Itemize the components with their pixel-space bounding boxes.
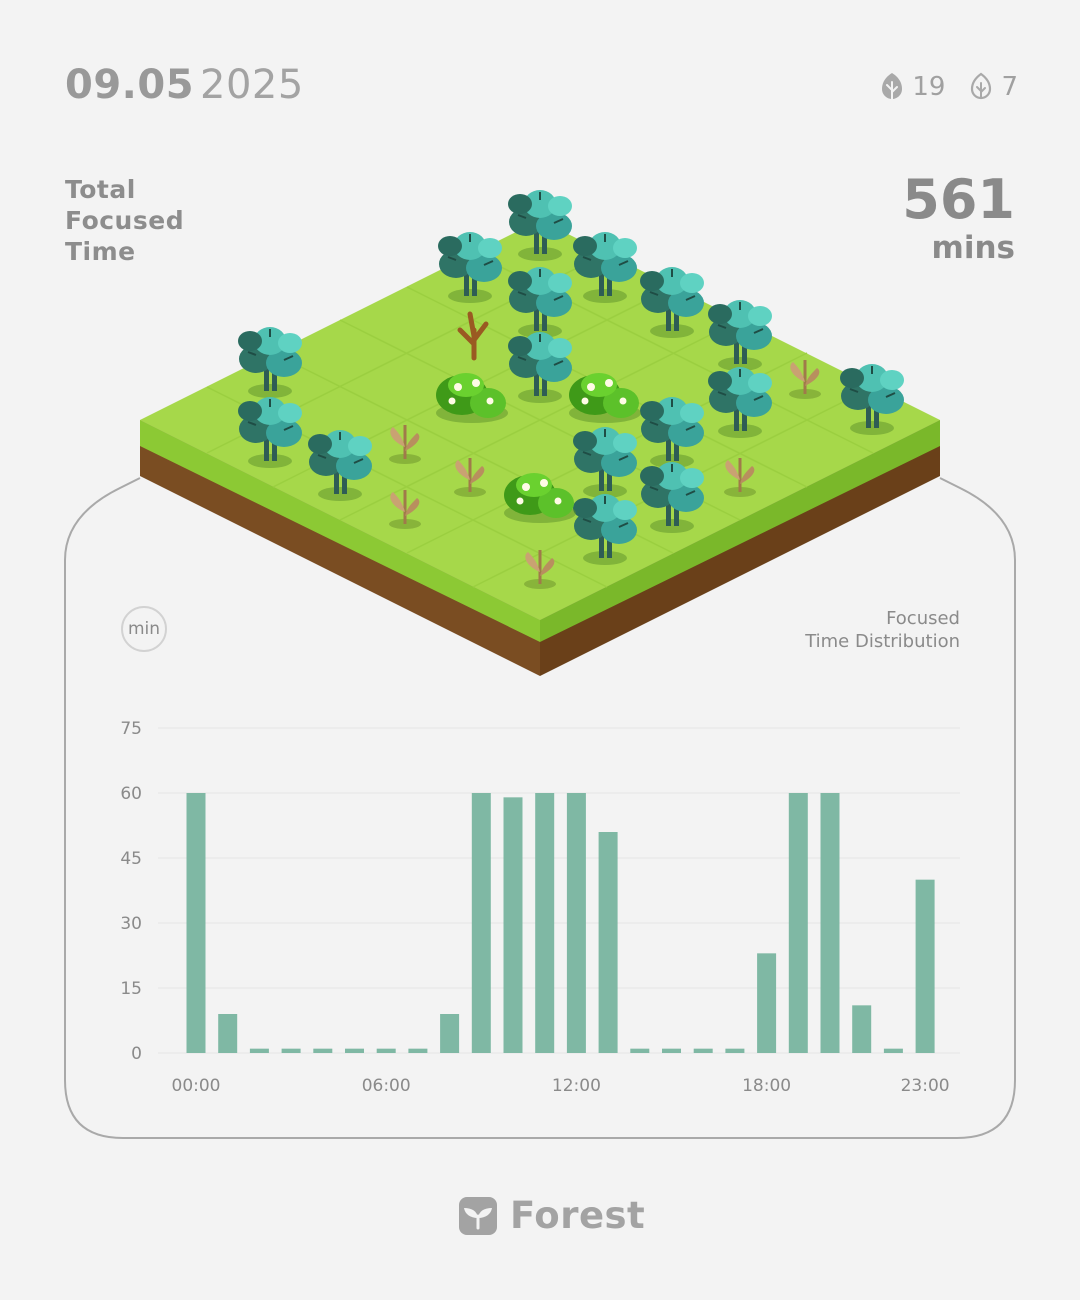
bar — [725, 1048, 745, 1053]
y-tick-label: 15 — [120, 979, 142, 999]
x-tick-label: 18:00 — [742, 1076, 791, 1096]
bar — [883, 1048, 903, 1053]
date-year: 2025 — [200, 62, 304, 108]
bar — [788, 793, 808, 1053]
tree-counts: 19 7 — [880, 72, 1018, 102]
y-tick-label: 0 — [131, 1044, 142, 1064]
dead-tree — [457, 311, 489, 361]
unit-badge: min — [121, 606, 167, 652]
bar — [630, 1048, 650, 1053]
x-tick-label: 00:00 — [172, 1076, 221, 1096]
bar — [218, 1014, 238, 1053]
bar — [186, 793, 206, 1053]
bar — [249, 1048, 269, 1053]
minutes-unit: mins — [931, 230, 1015, 266]
total-focused-time-label: Total Focused Time — [65, 175, 185, 266]
y-tick-label: 75 — [120, 719, 142, 739]
x-tick-label: 06:00 — [362, 1076, 411, 1096]
y-tick-label: 30 — [120, 914, 142, 934]
date-day-month: 09.05 — [65, 62, 195, 108]
bar — [852, 1005, 872, 1053]
bar — [281, 1048, 301, 1053]
healthy-tree-number: 19 — [912, 72, 946, 102]
bar — [313, 1048, 333, 1053]
bar — [693, 1048, 713, 1053]
total-focused-time-value: 561 mins — [902, 168, 1015, 267]
bar — [376, 1048, 396, 1053]
withered-tree-number: 7 — [1001, 72, 1018, 102]
bar — [535, 793, 555, 1053]
bar — [820, 793, 840, 1053]
bar — [345, 1048, 364, 1053]
forest-island — [140, 189, 940, 676]
forest-sprout-icon — [459, 1196, 497, 1235]
footer-brand: Forest — [458, 1194, 645, 1237]
x-tick-label: 23:00 — [901, 1076, 950, 1096]
bar — [471, 793, 491, 1053]
total-minutes: 561 — [902, 168, 1015, 231]
y-tick-label: 45 — [120, 849, 142, 869]
healthy-tree-icon — [882, 73, 903, 100]
x-tick-label: 12:00 — [552, 1076, 601, 1096]
withered-tree-icon — [971, 72, 992, 100]
y-tick-label: 60 — [120, 784, 142, 804]
bar — [915, 879, 935, 1053]
brand-name: Forest — [510, 1194, 646, 1237]
bar — [598, 832, 618, 1053]
bar — [503, 797, 523, 1053]
chart-title: Focused Time Distribution — [805, 608, 960, 652]
date-display: 09.05 2025 — [65, 62, 304, 108]
healthy-tree-count: 19 — [880, 72, 945, 102]
bar — [440, 1014, 460, 1053]
bar — [757, 953, 777, 1053]
withered-tree-count: 7 — [969, 72, 1018, 102]
bar — [566, 793, 586, 1053]
bar — [662, 1048, 681, 1053]
bar — [408, 1048, 428, 1053]
